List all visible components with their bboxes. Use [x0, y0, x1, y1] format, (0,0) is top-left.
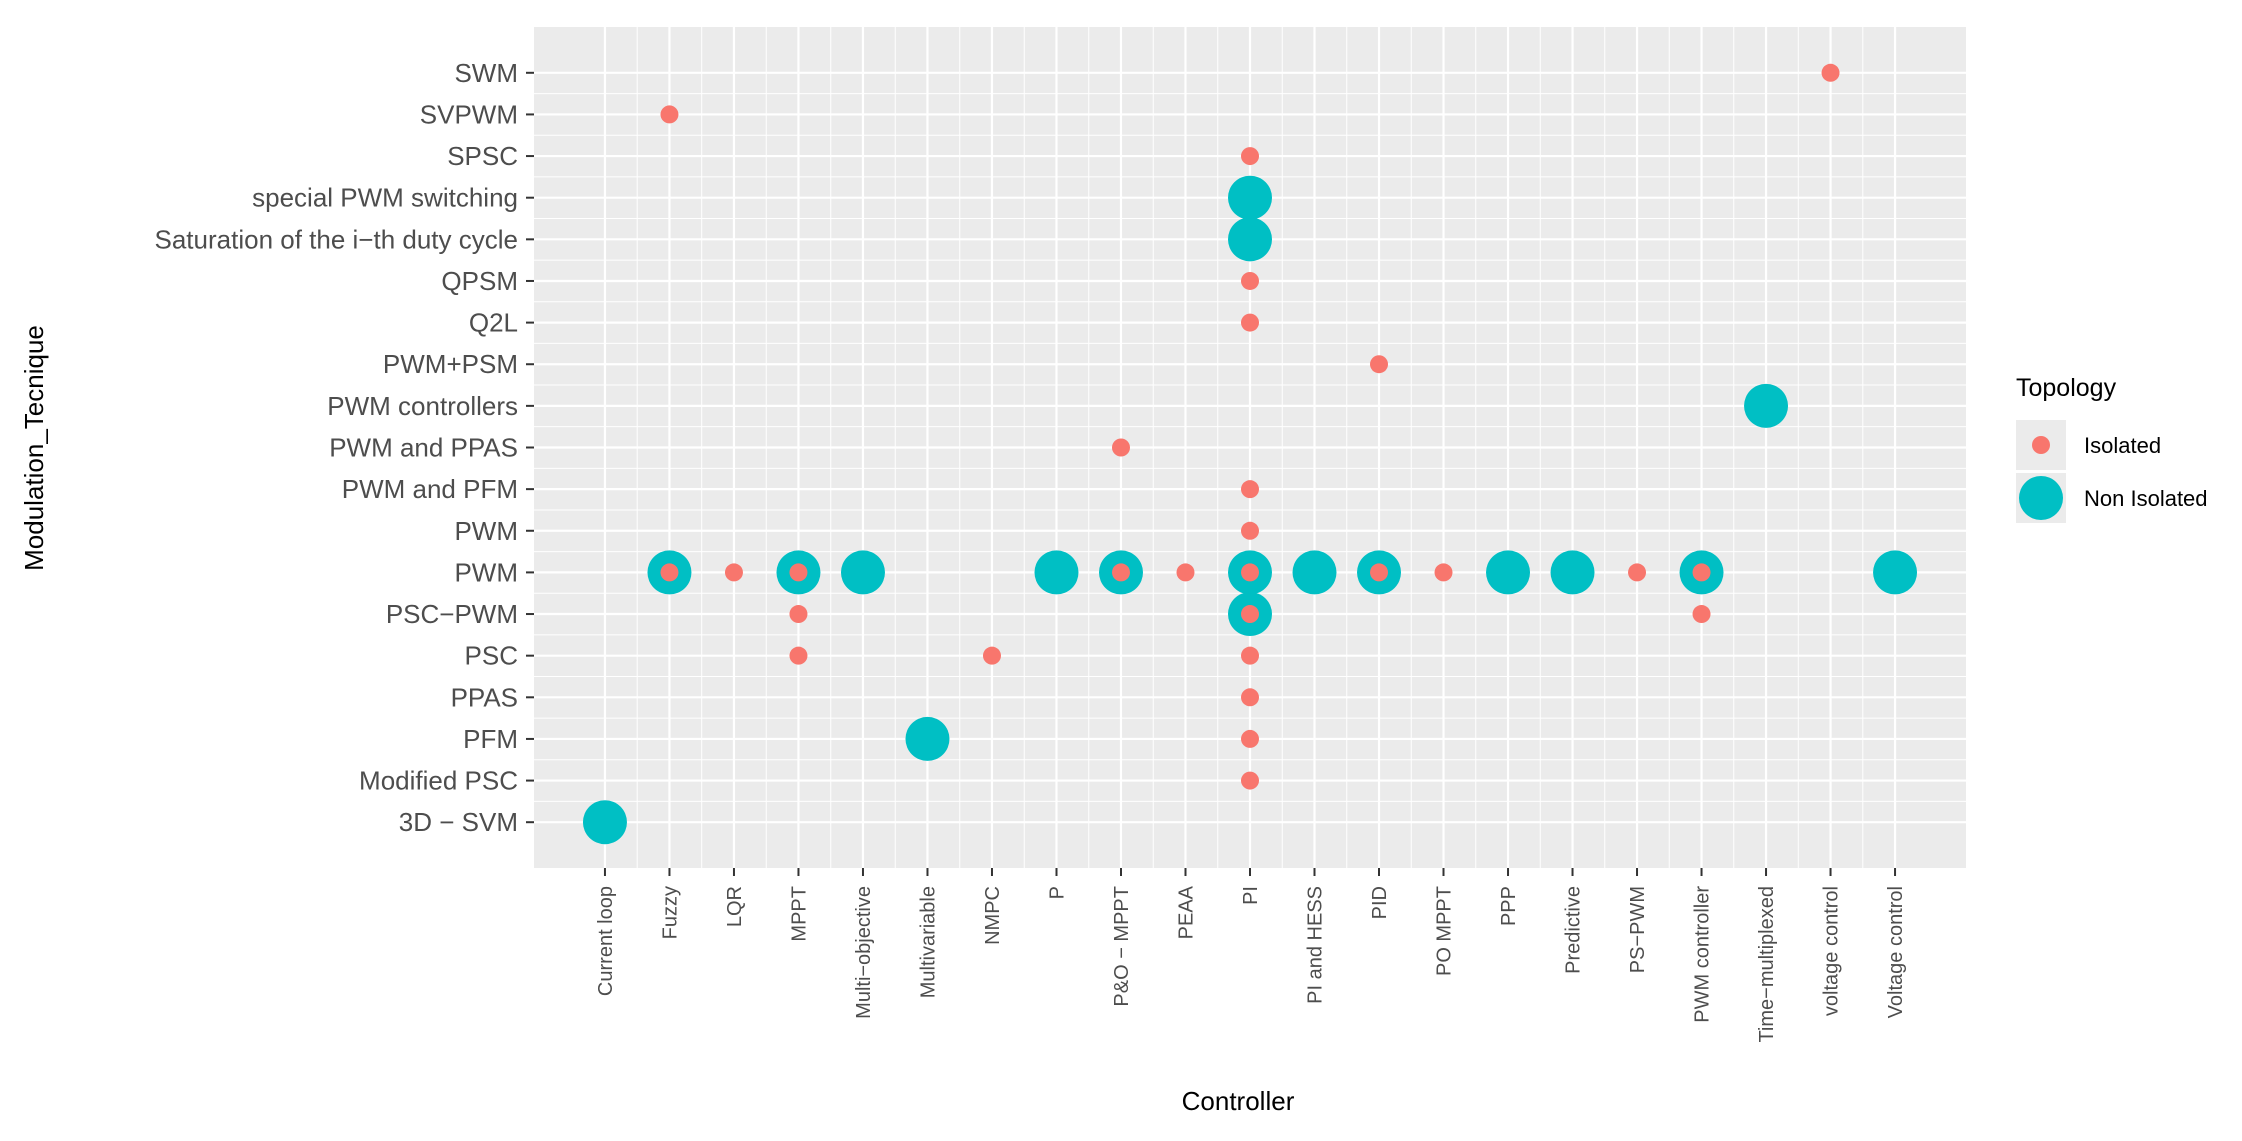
y-tick-label-spsc: SPSC	[447, 141, 518, 171]
x-tick-label-current-loop: Current loop	[595, 886, 617, 996]
y-tick-label-swm: SWM	[454, 58, 518, 88]
x-tick-label-pi: PI	[1240, 886, 1262, 905]
x-tick-label-time-multiplexed: Time−multiplexed	[1756, 886, 1778, 1043]
x-tick-label-ps-pwm: PS−PWM	[1627, 886, 1649, 973]
point-isolated-pwm-controller-psc-pwm	[1692, 605, 1711, 624]
point-isolated-mppt-psc	[789, 646, 808, 665]
x-tick-label-ppp: PPP	[1498, 886, 1520, 926]
legend-title: Topology	[2016, 374, 2117, 402]
x-tick-label-po-mppt: PO MPPT	[1434, 886, 1456, 976]
point-non-isolated-ppp-pwm	[1486, 550, 1531, 595]
point-isolated-fuzzy-pwm	[660, 563, 679, 582]
x-tick-label-voltage-control: Voltage control	[1885, 886, 1907, 1018]
point-isolated-pi-pwm	[1241, 563, 1259, 582]
point-isolated-lqr-pwm	[724, 563, 743, 582]
point-non-isolated-time-multiplexed-pwm-controllers	[1744, 383, 1789, 428]
y-tick-label-modified-psc: Modified PSC	[359, 766, 518, 796]
y-tick-label-ppas: PPAS	[451, 682, 518, 712]
point-isolated-mppt-psc-pwm	[789, 605, 808, 624]
point-isolated-pi-ppas	[1241, 688, 1259, 707]
x-tick-label-p: P	[1046, 886, 1068, 899]
y-tick-label-special-pwm-switching: special PWM switching	[252, 183, 518, 213]
y-tick-label-pwm-controllers: PWM controllers	[327, 391, 518, 421]
point-non-isolated-pi-saturation-of-the-i-th-duty-cycle	[1228, 217, 1272, 262]
point-isolated-pi-psc-pwm	[1241, 605, 1259, 624]
y-tick-label-pwm: PWM	[454, 516, 518, 546]
point-isolated-pi-modified-psc	[1241, 771, 1259, 790]
x-tick-label-mppt: MPPT	[788, 886, 810, 942]
point-isolated-pi-pwm	[1241, 521, 1259, 540]
x-tick-label-pi-and-hess: PI and HESS	[1305, 886, 1327, 1004]
point-non-isolated-multivariable-pfm	[905, 716, 950, 761]
y-tick-label-qpsm: QPSM	[441, 266, 518, 296]
point-isolated-pi-pwm-and-pfm	[1241, 480, 1259, 499]
data-points	[582, 63, 1918, 845]
y-tick-label-pwm-psm: PWM+PSM	[383, 349, 518, 379]
x-tick-label-peaa: PEAA	[1175, 885, 1197, 939]
point-isolated-nmpc-psc	[982, 646, 1001, 665]
x-axis-title: Controller	[1182, 1086, 1295, 1116]
x-tick-label-predictive: Predictive	[1563, 886, 1585, 974]
x-tick-label-pid: PID	[1369, 886, 1391, 919]
y-tick-label-3d-svm: 3D − SVM	[399, 807, 518, 837]
x-tick-label-multi-objective: Multi−objective	[853, 886, 875, 1019]
point-isolated-peaa-pwm	[1176, 563, 1195, 582]
legend-label-isolated: Isolated	[2084, 433, 2161, 458]
legend-label-non-isolated: Non Isolated	[2084, 486, 2208, 511]
point-isolated-pi-psc	[1241, 646, 1259, 665]
point-isolated-pi-pfm	[1241, 729, 1259, 748]
x-tick-label-multivariable: Multivariable	[917, 886, 939, 998]
x-tick-label-p-o-mppt: P&O − MPPT	[1111, 886, 1133, 1007]
y-tick-label-pwm-and-ppas: PWM and PPAS	[329, 433, 518, 463]
point-isolated-pi-qpsm	[1241, 271, 1259, 290]
point-isolated-fuzzy-svpwm	[660, 105, 679, 124]
y-tick-label-svpwm: SVPWM	[420, 99, 518, 129]
x-tick-label-lqr: LQR	[724, 886, 746, 927]
point-non-isolated-p-pwm	[1034, 550, 1079, 595]
x-tick-label-fuzzy: Fuzzy	[659, 886, 681, 939]
y-tick-label-saturation-of-the-i-th-duty-cycle: Saturation of the i−th duty cycle	[155, 224, 519, 254]
y-tick-label-q2l: Q2L	[469, 308, 518, 338]
point-isolated-pi-q2l	[1241, 313, 1259, 332]
legend-key-isolated	[2032, 436, 2050, 454]
y-tick-label-pfm: PFM	[463, 724, 518, 754]
point-non-isolated-current-loop-3d-svm	[582, 800, 627, 845]
point-isolated-pwm-controller-pwm	[1692, 563, 1711, 582]
x-tick-label-pwm-controller: PWM controller	[1692, 886, 1714, 1023]
legend: Topology Isolated Non Isolated	[2016, 374, 2208, 523]
y-axis-title: Modulation_Tecnique	[19, 325, 49, 571]
y-tick-label-pwm-and-pfm: PWM and PFM	[342, 474, 518, 504]
x-tick-label-nmpc: NMPC	[982, 886, 1004, 945]
x-axis-ticks: Current loop Fuzzy LQR MPPT Multi−objective M…	[595, 868, 1907, 1043]
point-isolated-p-o-mppt-pwm-and-ppas	[1111, 438, 1130, 457]
point-isolated-p-o-mppt-pwm	[1111, 563, 1130, 582]
point-non-isolated-multi-objective-pwm	[840, 550, 885, 595]
point-non-isolated-voltage-control-pwm	[1873, 550, 1918, 595]
point-isolated-po-mppt-pwm	[1434, 563, 1453, 582]
y-axis-ticks: 3D − SVM Modified PSC PFM PPAS PSC PSC−PWM PWM…	[155, 58, 534, 837]
point-non-isolated-pi-special-pwm-switching	[1228, 175, 1272, 220]
legend-key-non-isolated	[2019, 476, 2063, 520]
point-non-isolated-predictive-pwm	[1550, 550, 1595, 595]
point-non-isolated-pi-and-hess-pwm	[1292, 550, 1337, 595]
point-isolated-pi-spsc	[1241, 147, 1259, 166]
point-isolated-pid-pwm-psm	[1370, 355, 1389, 374]
point-isolated-pid-pwm	[1370, 563, 1389, 582]
y-tick-label-pwm: PWM	[454, 557, 518, 587]
point-isolated-mppt-pwm	[789, 563, 808, 582]
y-tick-label-psc: PSC	[465, 641, 518, 671]
y-tick-label-psc-pwm: PSC−PWM	[386, 599, 518, 629]
x-tick-label-voltage-control: voltage control	[1821, 886, 1843, 1016]
point-isolated-voltage-control-swm	[1821, 63, 1840, 82]
point-isolated-ps-pwm-pwm	[1628, 563, 1647, 582]
